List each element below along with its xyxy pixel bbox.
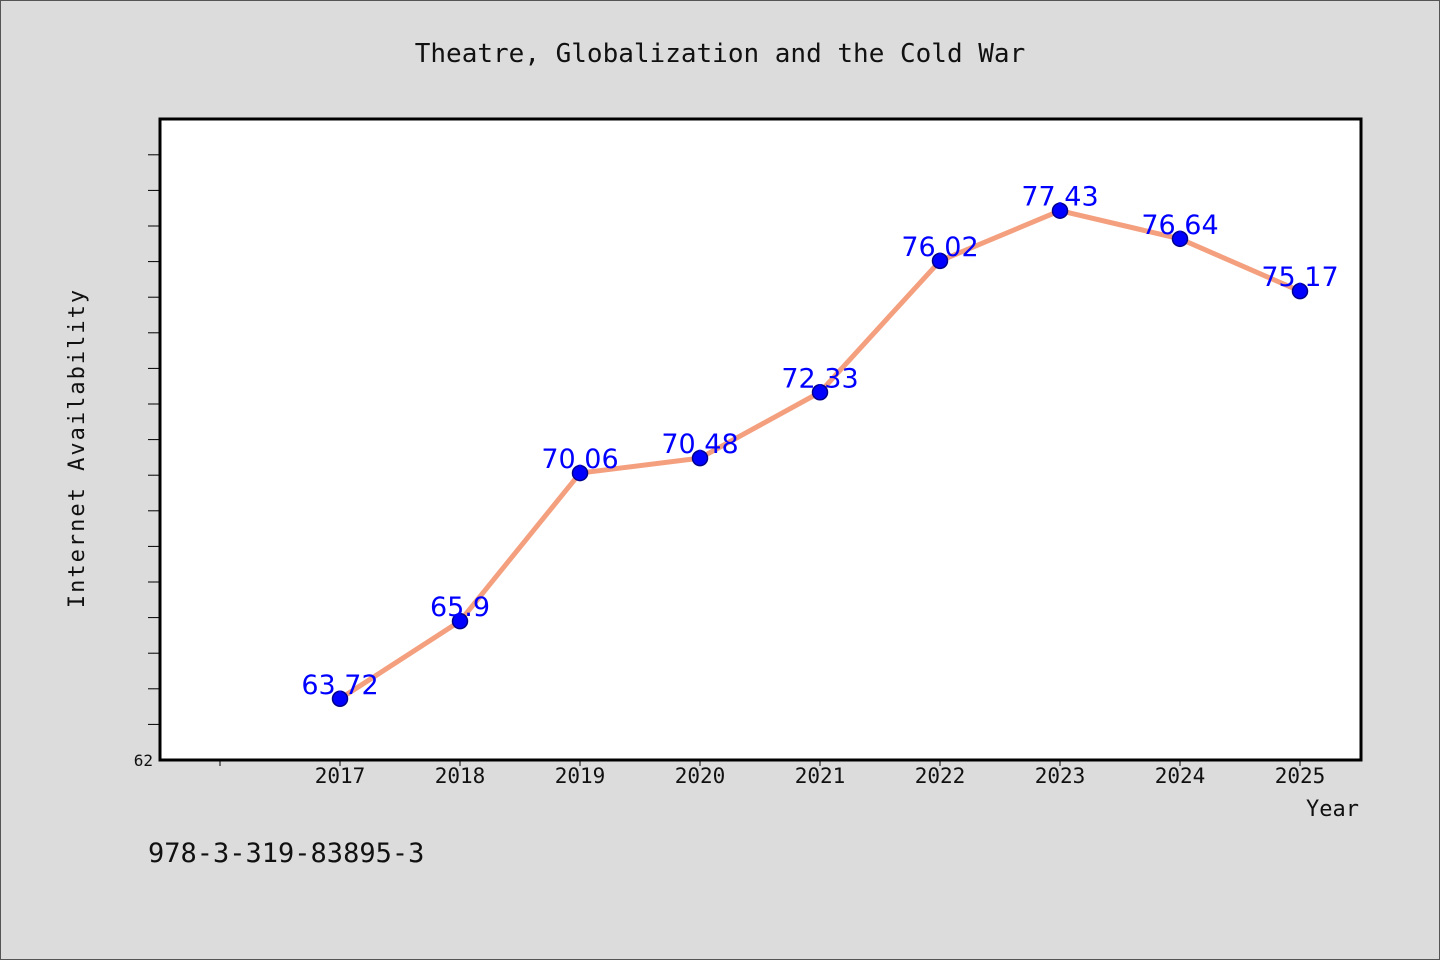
data-point [1291,282,1309,300]
x-tick-label: 2019 [555,764,606,788]
series-markers [331,202,1309,708]
x-tick-label: 2024 [1155,764,1206,788]
data-point [571,464,589,482]
isbn-footnote: 978-3-319-83895-3 [148,838,424,869]
x-tick-label: 2017 [315,764,366,788]
data-label: 75.17 [1261,262,1338,293]
data-label: 72.33 [781,363,858,394]
x-tick-label: 2020 [675,764,726,788]
data-point [811,384,829,401]
x-tick-label: 2023 [1035,764,1086,788]
data-point [1051,202,1069,219]
x-axis-ticks [219,760,1301,766]
data-label: 77.43 [1021,182,1098,213]
chart-title: Theatre, Globalization and the Cold War [415,39,1025,69]
data-point [331,690,349,708]
data-label: 63.72 [301,670,378,701]
data-label: 65.9 [430,592,490,623]
data-point [451,612,469,630]
x-axis-tick-labels: 2017 2018 2019 2020 2021 2022 2023 2024 2025 [315,764,1326,788]
x-axis-title: Year [1306,797,1359,822]
x-tick-label: 2021 [795,764,846,788]
data-label: 76.02 [901,232,978,263]
data-point [931,252,949,270]
data-point [691,449,709,467]
x-tick-label: 2018 [435,764,486,788]
x-tick-label: 2025 [1275,764,1326,788]
y-axis-min-label: 62 [134,751,153,770]
data-point [1171,230,1189,248]
data-label: 76.64 [1141,210,1218,241]
y-axis-title: Internet Availability [65,288,90,608]
data-labels: 63.72 65.9 70.06 70.48 72.33 76.02 77.43 76.64 7… [301,182,1338,701]
data-label: 70.48 [661,429,738,460]
plot-area [158,117,1363,762]
x-tick-label: 2022 [915,764,966,788]
data-label: 70.06 [541,444,618,475]
y-axis-ticks [148,154,160,725]
